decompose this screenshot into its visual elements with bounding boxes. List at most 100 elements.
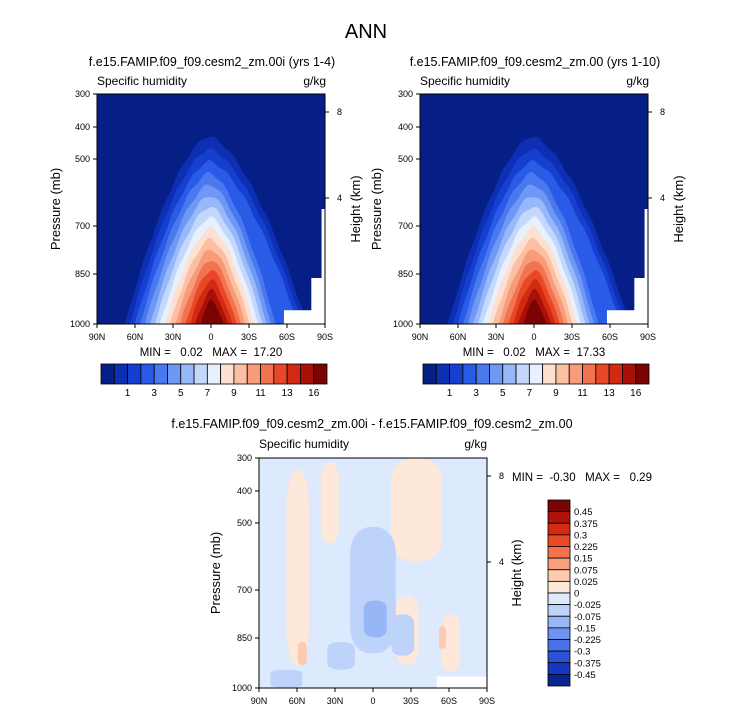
contour-band [391, 614, 415, 656]
colorbar-tick-label: 5 [500, 388, 506, 399]
contour-band [200, 299, 224, 324]
colorbar-tick-label: 16 [308, 388, 320, 399]
colorbar-tick-label: 11 [577, 388, 588, 399]
colorbar-swatch [547, 569, 571, 582]
panel-3-x-tick-label: 60N [289, 696, 306, 706]
panel-3-x-tick-label: 30S [403, 696, 419, 706]
colorbar-swatch [180, 363, 195, 385]
colorbar-tick-label: -0.225 [574, 635, 601, 646]
panel-3-x-tick-label: 30N [327, 696, 344, 706]
colorbar-swatch [435, 363, 450, 385]
panel-1-y-ticks: 300 400 500 700 850 1000 [70, 89, 97, 329]
colorbar-tick-label: -0.45 [574, 670, 596, 681]
panel-2-y2-tick-label: 4 [660, 193, 665, 203]
panel-1-x-tick-label: 90N [89, 332, 106, 342]
colorbar-tick-label: 11 [255, 388, 266, 399]
panel-2-y-tick-label: 700 [398, 221, 413, 231]
panel-3-y2-axis-label: Height (km) [509, 539, 524, 606]
colorbar-swatch [100, 363, 115, 385]
contour-band [297, 642, 307, 665]
panel-3-colorbar [547, 499, 571, 687]
colorbar-swatch [422, 363, 437, 385]
colorbar-tick-label: 0.225 [574, 542, 598, 553]
panel-1-y2-axis-label: Height (km) [348, 175, 363, 242]
colorbar-tick-label: -0.075 [574, 612, 601, 623]
colorbar-swatch [300, 363, 315, 385]
panel-3-x-tick-label: 90N [251, 696, 268, 706]
colorbar-swatch [568, 363, 583, 385]
colorbar-swatch [608, 363, 623, 385]
panel-1-x-ticks: 90N 60N 30N 0 30S 60S 90S [89, 324, 333, 342]
colorbar-tick-label: -0.3 [574, 647, 590, 658]
panel-2-variable-label: Specific humidity [420, 74, 510, 88]
panel-1-colorbar-labels: 1 3 5 7 9 11 13 16 [125, 388, 320, 399]
panel-2-colorbar [422, 363, 650, 385]
colorbar-tick-label: 13 [604, 388, 616, 399]
panel-3-title: f.e15.FAMIP.f09_f09.cesm2_zm.00i - f.e15… [171, 417, 572, 431]
panel-1-x-tick-label: 60S [279, 332, 295, 342]
colorbar-swatch [547, 662, 571, 675]
panel-3-x-ticks: 90N 60N 30N 0 30S 60S 90S [251, 688, 495, 706]
panel-2-x-tick-label: 30S [564, 332, 580, 342]
colorbar-tick-label: 0.375 [574, 519, 598, 530]
panel-1-y-tick-label: 500 [75, 154, 90, 164]
colorbar-swatch [313, 363, 328, 385]
colorbar-swatch [127, 363, 142, 385]
colorbar-swatch [547, 511, 571, 524]
colorbar-tick-label: 0.3 [574, 530, 587, 541]
panel-1-variable-label: Specific humidity [97, 74, 187, 88]
colorbar-swatch [502, 363, 517, 385]
colorbar-swatch [547, 639, 571, 652]
colorbar-swatch [622, 363, 637, 385]
colorbar-swatch [547, 592, 571, 606]
missing-data-region [606, 209, 648, 324]
panel-1-title: f.e15.FAMIP.f09_f09.cesm2_zm.00i (yrs 1-… [89, 55, 335, 69]
panel-1-units-label: g/kg [303, 74, 326, 88]
panel-2-x-tick-label: 30N [488, 332, 505, 342]
panel-1-y2-ticks: 8 4 [325, 107, 342, 203]
panel-3-x-tick-label: 0 [370, 696, 375, 706]
colorbar-swatch [547, 546, 571, 559]
colorbar-swatch [555, 363, 570, 385]
panel-2-x-tick-label: 90N [412, 332, 429, 342]
contour-band [441, 614, 460, 672]
colorbar-swatch [547, 615, 571, 629]
panel-2-y-tick-label: 850 [398, 269, 413, 279]
panel-2-y2-ticks: 8 4 [648, 107, 665, 203]
panel-3-colorbar-labels: 0.450.3750.30.2250.150.0750.0250-0.025-0… [574, 507, 601, 681]
colorbar-swatch [547, 557, 571, 571]
colorbar-tick-label: 0.15 [574, 554, 593, 565]
colorbar-tick-label: 7 [205, 388, 211, 399]
colorbar-swatch [547, 627, 571, 640]
colorbar-tick-label: 3 [473, 388, 479, 399]
colorbar-swatch [233, 363, 248, 385]
panel-3-min-max: MIN = -0.30 MAX = 0.29 [512, 472, 652, 484]
panel-2-y2-tick-label: 8 [660, 107, 665, 117]
panel-2-x-tick-label: 90S [640, 332, 656, 342]
panel-2-x-tick-label: 0 [531, 332, 536, 342]
panel-3-y-tick-label: 300 [237, 453, 252, 463]
panel-2-y-tick-label: 400 [398, 122, 413, 132]
colorbar-swatch [475, 363, 490, 385]
colorbar-tick-label: 0 [574, 589, 579, 600]
panel-3-y-axis-label: Pressure (mb) [208, 532, 223, 614]
panel-3-x-tick-label: 90S [479, 696, 495, 706]
colorbar-tick-label: 3 [151, 388, 157, 399]
colorbar-swatch [113, 363, 128, 385]
colorbar-swatch [515, 363, 530, 385]
panel-2-plot-area [419, 93, 649, 325]
colorbar-tick-label: -0.375 [574, 658, 601, 669]
panel-2-y-tick-label: 500 [398, 154, 413, 164]
colorbar-swatch [547, 673, 571, 687]
colorbar-swatch [635, 363, 650, 385]
panel-3-y-tick-label: 1000 [232, 683, 252, 693]
panel-2-x-tick-label: 60S [602, 332, 618, 342]
panel-3-units-label: g/kg [464, 437, 487, 451]
colorbar-tick-label: 16 [630, 388, 642, 399]
panel-3-y2-tick-label: 4 [499, 557, 504, 567]
colorbar-swatch [595, 363, 610, 385]
panel-2: f.e15.FAMIP.f09_f09.cesm2_zm.00 (yrs 1-1… [369, 55, 686, 399]
panel-2-y2-axis-label: Height (km) [671, 175, 686, 242]
colorbar-swatch [582, 363, 597, 385]
